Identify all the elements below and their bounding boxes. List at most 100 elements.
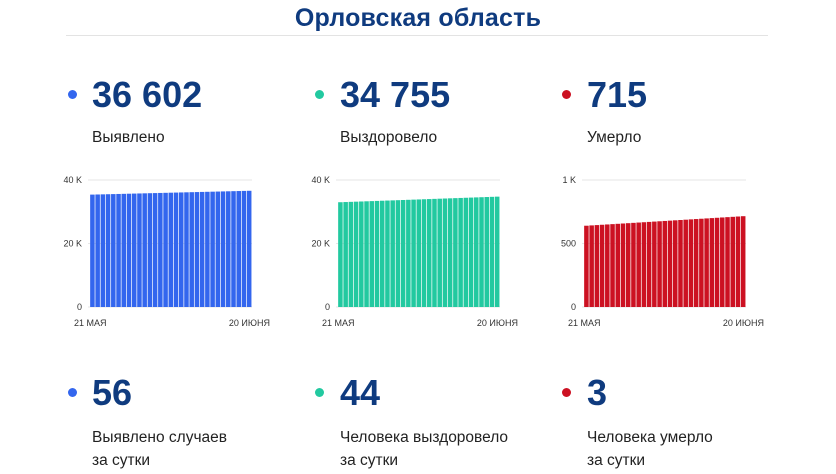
recovered-bar xyxy=(338,202,343,307)
daily-deaths-value: 3 xyxy=(587,372,608,413)
confirmed-bar xyxy=(131,193,137,307)
deaths-bar xyxy=(657,221,662,307)
deaths-bar xyxy=(725,217,730,307)
deaths-chart: 0 500 1 K 21 МАЯ 20 ИЮНЯ xyxy=(546,168,776,333)
deaths-bar xyxy=(740,216,746,307)
daily-deaths-label-line2: за сутки xyxy=(587,452,646,469)
confirmed-bar xyxy=(111,194,116,307)
recovered-total-value: 34 755 xyxy=(340,74,451,115)
recovered-bar xyxy=(348,201,354,307)
deaths-total-label: Умерло xyxy=(587,129,642,146)
daily-confirmed-dot xyxy=(68,388,77,397)
recovered-bar xyxy=(390,200,395,307)
deaths-bar xyxy=(662,220,668,307)
deaths-bar xyxy=(594,225,600,307)
deaths-bar xyxy=(730,216,735,307)
recovered-bar xyxy=(494,196,500,307)
confirmed-bar xyxy=(116,193,121,307)
recovered-chart-svg: 0 20 K 40 K 21 МАЯ 20 ИЮНЯ xyxy=(311,175,518,328)
daily-confirmed-label-line1: Выявлено случаев xyxy=(92,429,227,446)
confirmed-dot xyxy=(68,90,77,99)
deaths-bar xyxy=(610,224,615,307)
deaths-y-tick-0: 0 xyxy=(571,302,576,312)
deaths-bar xyxy=(704,218,709,307)
confirmed-bar xyxy=(178,192,184,307)
daily-recovered-value: 44 xyxy=(340,372,381,413)
daily-deaths-dot xyxy=(562,388,571,397)
daily-confirmed-value: 56 xyxy=(92,372,133,413)
confirmed-x-end-label: 20 ИЮНЯ xyxy=(229,318,270,328)
recovered-bar xyxy=(474,197,479,307)
confirmed-bar xyxy=(90,194,95,307)
deaths-bar xyxy=(735,216,741,307)
confirmed-x-start-label: 21 МАЯ xyxy=(74,318,107,328)
confirmed-bar xyxy=(226,191,231,307)
recovered-bar xyxy=(374,200,380,307)
confirmed-total-value: 36 602 xyxy=(92,74,203,115)
confirmed-bar xyxy=(152,193,158,307)
confirmed-bar xyxy=(194,192,200,307)
deaths-bar xyxy=(589,225,594,307)
recovered-bar xyxy=(379,200,385,307)
confirmed-total-label: Выявлено xyxy=(92,129,165,146)
confirmed-bar xyxy=(184,192,189,307)
daily-recovered-label-line1: Человека выздоровело xyxy=(340,429,509,446)
recovered-bar xyxy=(479,197,484,307)
daily-recovered-label-line2: за сутки xyxy=(340,452,399,469)
recovered-bar xyxy=(343,202,348,307)
deaths-y-tick-2: 1 K xyxy=(562,175,576,185)
confirmed-bar xyxy=(241,190,247,307)
confirmed-y-tick-2: 40 K xyxy=(63,175,82,185)
deaths-bar xyxy=(641,222,647,307)
recovered-bar xyxy=(489,196,495,307)
confirmed-bar xyxy=(215,191,221,307)
deaths-total-value: 715 xyxy=(587,74,648,115)
deaths-bar xyxy=(688,219,694,307)
confirmed-bar xyxy=(147,193,153,307)
recovered-bar xyxy=(432,198,437,307)
daily-deaths-label-line1: Человека умерло xyxy=(587,429,713,446)
confirmed-bar xyxy=(236,191,241,307)
recovered-bar xyxy=(364,201,369,307)
recovered-total-label: Выздоровело xyxy=(340,129,438,146)
recovered-x-end-label: 20 ИЮНЯ xyxy=(477,318,518,328)
confirmed-y-tick-0: 0 xyxy=(77,302,82,312)
recovered-bar xyxy=(421,199,427,307)
deaths-y-tick-1: 500 xyxy=(561,239,576,249)
confirmed-chart-svg: 0 20 K 40 K 21 МАЯ 20 ИЮНЯ xyxy=(63,175,270,328)
deaths-bar xyxy=(599,224,605,307)
confirmed-bar xyxy=(158,192,163,307)
recovered-bar xyxy=(468,197,474,307)
deaths-bar xyxy=(683,219,688,307)
recovered-bar xyxy=(442,198,448,307)
deaths-bar xyxy=(693,219,699,307)
confirmed-bar xyxy=(126,193,132,307)
deaths-bar xyxy=(646,221,652,307)
recovered-bar xyxy=(353,201,359,307)
deaths-bar xyxy=(678,220,683,307)
deaths-x-end-label: 20 ИЮНЯ xyxy=(723,318,764,328)
deaths-bar xyxy=(584,225,589,307)
recovered-y-tick-0: 0 xyxy=(325,302,330,312)
recovered-bar xyxy=(359,201,364,307)
confirmed-bar xyxy=(189,192,194,307)
deaths-bar xyxy=(605,224,610,307)
deaths-bar xyxy=(636,222,641,307)
deaths-chart-svg: 0 500 1 K 21 МАЯ 20 ИЮНЯ xyxy=(561,175,764,328)
recovered-bar xyxy=(411,199,416,307)
deaths-bar xyxy=(625,223,631,307)
confirmed-bar xyxy=(220,191,226,307)
confirmed-bar xyxy=(100,194,106,307)
deaths-bar xyxy=(615,223,621,307)
recovered-bar xyxy=(463,197,469,307)
confirmed-bar xyxy=(173,192,179,307)
recovered-bar xyxy=(484,197,489,307)
recovered-bar xyxy=(426,199,432,307)
confirmed-bar xyxy=(121,193,127,307)
confirmed-y-tick-1: 20 K xyxy=(63,239,82,249)
confirmed-chart: 0 20 K 40 K 21 МАЯ 20 ИЮНЯ xyxy=(52,168,282,333)
recovered-bar xyxy=(416,199,422,307)
recovered-chart: 0 20 K 40 K 21 МАЯ 20 ИЮНЯ xyxy=(300,168,530,333)
deaths-bar xyxy=(699,218,704,307)
confirmed-bar xyxy=(95,194,100,307)
